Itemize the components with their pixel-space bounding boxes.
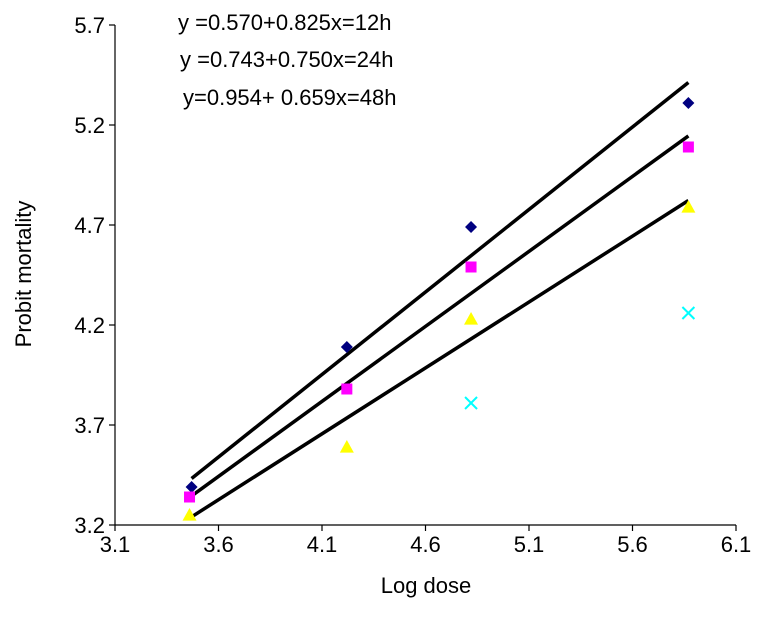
data-point-square [682,141,694,153]
trendlines [188,81,690,520]
data-point-square [184,491,196,503]
equation-24h: y =0.743+0.750x=24h [180,47,393,72]
data-point-triangle [464,312,479,325]
y-tick-label: 4.2 [74,313,105,338]
data-point-triangle [681,200,696,213]
x-tick-label: 4.1 [307,532,338,557]
y-tick-label: 3.7 [74,413,105,438]
trendline-24h [188,134,690,499]
x-tick-label: 3.1 [100,532,131,557]
x-axis-title: Log dose [381,573,472,598]
y-tick-label: 4.7 [74,213,105,238]
y-tick-label: 5.7 [74,13,105,38]
data-point-diamond [185,481,198,493]
equation-12h: y =0.570+0.825x=12h [178,10,391,35]
y-ticks: 3.2 3.7 4.2 4.7 5.2 5.7 [74,13,115,538]
x-tick-label: 6.1 [721,532,752,557]
data-point-x [464,396,478,410]
trendline-equations: y =0.570+0.825x=12h y =0.743+0.750x=24h … [178,10,396,110]
data-point-triangle [182,508,197,521]
x-tick-label: 5.6 [617,532,648,557]
data-point-diamond [465,221,478,233]
y-tick-label: 5.2 [74,113,105,138]
data-points [182,97,696,521]
x-tick-label: 3.6 [203,532,234,557]
data-point-triangle [339,440,354,453]
data-point-diamond [340,341,353,353]
x-tick-label: 5.1 [514,532,545,557]
equation-48h: y=0.954+ 0.659x=48h [183,85,396,110]
y-tick-label: 3.2 [74,513,105,538]
data-point-x [681,306,696,320]
x-tick-label: 4.6 [410,532,441,557]
data-point-square [465,261,477,273]
data-point-diamond [682,97,695,109]
trendline-12h [190,81,690,480]
trendline-48h [188,199,690,520]
y-axis-title: Probit mortality [11,201,36,348]
data-point-square [341,383,353,395]
x-ticks: 3.1 3.6 4.1 4.6 5.1 5.6 6.1 [100,525,752,557]
